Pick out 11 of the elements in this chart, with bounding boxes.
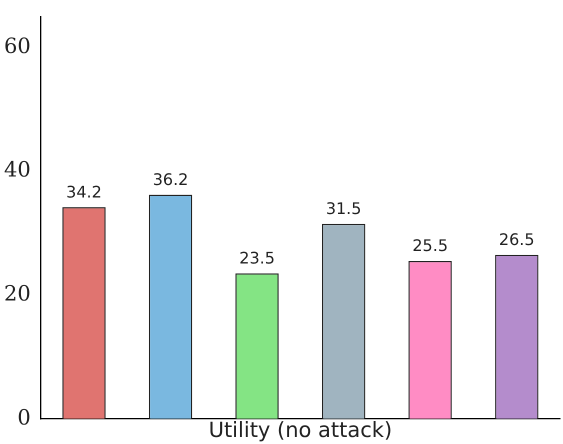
y-tick-label: 0 [17,405,31,430]
data-label: 36.2 [152,170,188,189]
y-tick-label: 20 [4,282,31,306]
y-tick-label: 60 [4,34,31,58]
x-axis-title: Utility (no attack) [208,418,392,442]
data-label: 26.5 [498,230,535,249]
data-label: 31.5 [326,199,362,218]
y-tick-label: 40 [4,158,31,182]
data-label: 25.5 [412,236,448,256]
data-label: 23.5 [239,248,275,268]
data-label: 34.2 [66,182,102,202]
